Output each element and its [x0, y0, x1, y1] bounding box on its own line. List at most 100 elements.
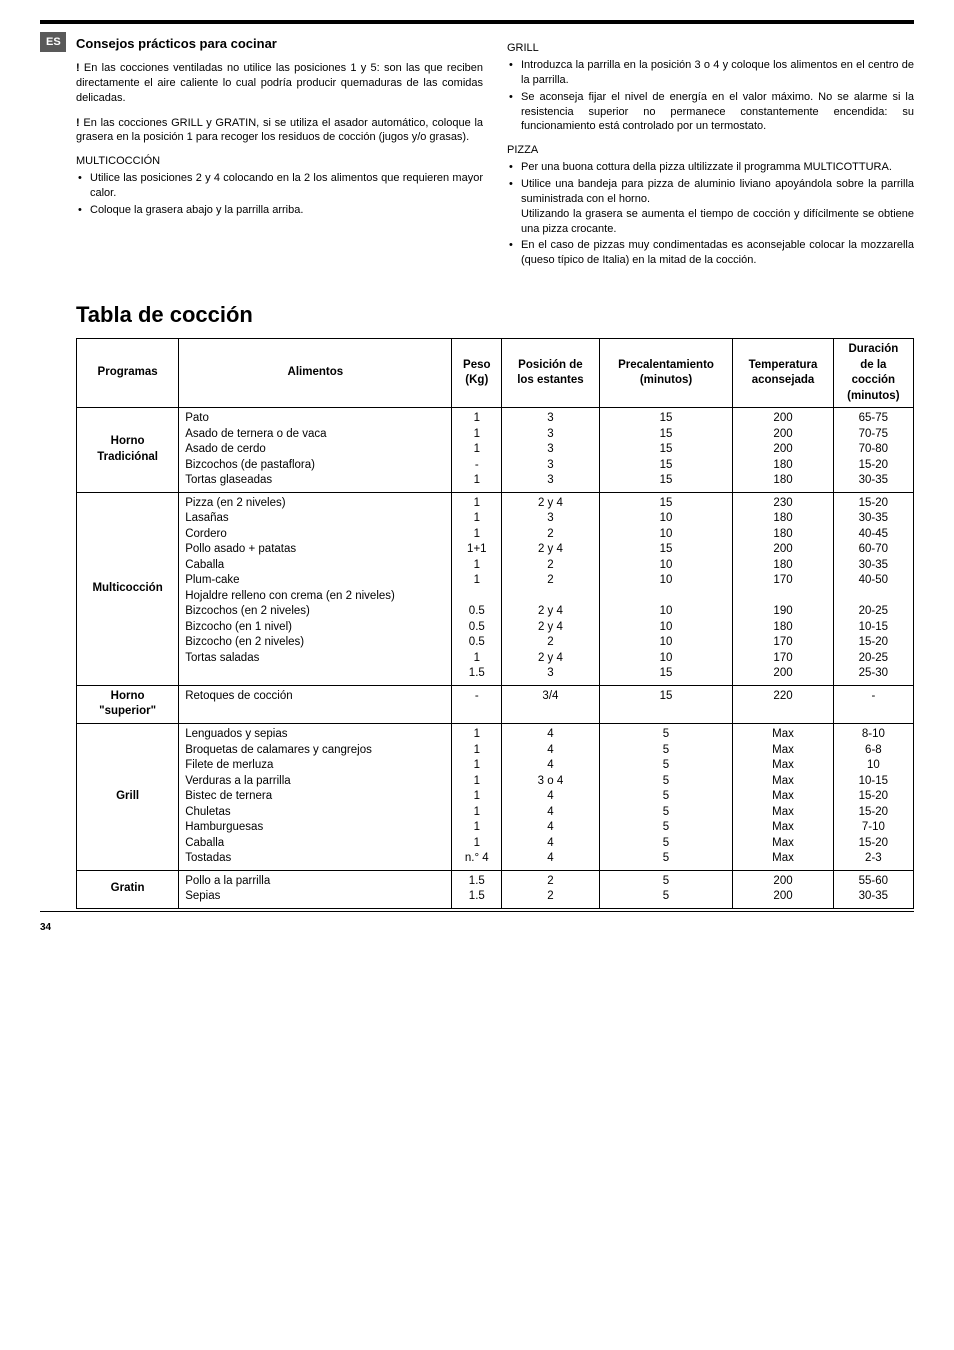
table-cell: Horno Tradiciónal	[77, 408, 179, 493]
table-row: Horno TradiciónalPato Asado de ternera o…	[77, 408, 914, 493]
table-cell: 230 180 180 200 180 170 190 180 170 170 …	[733, 492, 833, 685]
cell-text: Grill	[116, 790, 139, 802]
th-text: Alimentos	[288, 366, 344, 378]
warn-text-2: En las cocciones GRILL y GRATIN, si se u…	[76, 117, 483, 144]
table-cell: Gratin	[77, 870, 179, 908]
multicoccion-list: Utilice las posiciones 2 y 4 colocando e…	[76, 171, 483, 218]
list-item: Per una buona cottura della pizza ultili…	[507, 160, 914, 175]
list-item: Se aconseja fijar el nivel de energía en…	[507, 90, 914, 135]
left-column: Consejos prácticos para cocinar ! En las…	[76, 36, 483, 278]
th-pos: Posición de los estantes	[502, 339, 600, 408]
cell-text: 200 200 200 180 180	[773, 412, 792, 486]
cell-text: 65-75 70-75 70-80 15-20 30-35	[859, 412, 888, 486]
cell-text: 15 15 15 15 15	[660, 412, 673, 486]
cooking-table: Programas Alimentos Peso (Kg) Posición d…	[76, 338, 914, 909]
cell-text: 3/4	[542, 690, 558, 702]
table-row: Multicocción Pizza (en 2 niveles) Lasañas…	[77, 492, 914, 685]
section-title: Consejos prácticos para cocinar	[76, 36, 483, 51]
th-pre: Precalentamiento (minutos)	[599, 339, 733, 408]
th-text: Duración de la cocción (minutos)	[847, 343, 899, 402]
table-cell: Pizza (en 2 niveles) Lasañas Cordero Pol…	[179, 492, 452, 685]
warning-paragraph-1: ! En las cocciones ventiladas no utilice…	[76, 61, 483, 106]
cell-text: Pato Asado de ternera o de vaca Asado de…	[185, 412, 326, 486]
cell-text: Pollo a la parrilla Sepias	[185, 875, 270, 903]
table-cell: 1 1 1 - 1	[452, 408, 502, 493]
table-cell: Grill	[77, 723, 179, 870]
th-text: Programas	[98, 366, 158, 378]
table-cell: 2 2	[502, 870, 600, 908]
table-cell: 1 1 1 1+1 1 1 0.5 0.5 0.5 1 1.5	[452, 492, 502, 685]
table-cell: Multicocción	[77, 492, 179, 685]
cell-text: 2 y 4 3 2 2 y 4 2 2 2 y 4 2 y 4 2 2 y 4 …	[538, 497, 563, 680]
header-row: ES Consejos prácticos para cocinar ! En …	[40, 32, 914, 909]
cell-text: Lenguados y sepias Broquetas de calamare…	[185, 728, 372, 864]
page-number: 34	[40, 922, 914, 933]
cell-text: Pizza (en 2 niveles) Lasañas Cordero Pol…	[185, 497, 395, 664]
table-cell: -	[833, 685, 913, 723]
th-peso: Peso (Kg)	[452, 339, 502, 408]
cell-text: 1 1 1 1 1 1 1 1 n.° 4	[465, 728, 489, 864]
cell-text: -	[871, 690, 875, 702]
table-cell: 200 200	[733, 870, 833, 908]
list-item: Utilice una bandeja para pizza de alumin…	[507, 177, 914, 236]
grill-list: Introduzca la parrilla en la posición 3 …	[507, 58, 914, 134]
cell-text: 4 4 4 3 o 4 4 4 4 4 4	[538, 728, 564, 864]
list-item: Introduzca la parrilla en la posición 3 …	[507, 58, 914, 88]
cell-text: 230 180 180 200 180 170 190 180 170 170 …	[773, 497, 792, 680]
cell-text: 220	[773, 690, 792, 702]
table-cell: 5 5	[599, 870, 733, 908]
list-item: En el caso de pizzas muy condimentadas e…	[507, 238, 914, 268]
table-cell: 15	[599, 685, 733, 723]
table-cell: 55-60 30-35	[833, 870, 913, 908]
table-cell: Max Max Max Max Max Max Max Max Max	[733, 723, 833, 870]
language-badge: ES	[40, 32, 66, 52]
cell-text: 1 1 1 - 1	[474, 412, 480, 486]
table-cell: 3/4	[502, 685, 600, 723]
th-text: Temperatura aconsejada	[749, 359, 818, 387]
th-temp: Temperatura aconsejada	[733, 339, 833, 408]
cell-text: -	[475, 690, 479, 702]
table-cell: 8-10 6-8 10 10-15 15-20 15-20 7-10 15-20…	[833, 723, 913, 870]
subhead-multicoccion: MULTICOCCIÓN	[76, 155, 483, 167]
cell-text: 5 5 5 5 5 5 5 5 5	[663, 728, 669, 864]
cell-text: 2 2	[547, 875, 553, 903]
table-header-row: Programas Alimentos Peso (Kg) Posición d…	[77, 339, 914, 408]
table-row: Grill Lenguados y sepias Broquetas de cal…	[77, 723, 914, 870]
table-cell: Pato Asado de ternera o de vaca Asado de…	[179, 408, 452, 493]
table-cell: 3 3 3 3 3	[502, 408, 600, 493]
table-cell: 1.5 1.5	[452, 870, 502, 908]
table-body: Horno TradiciónalPato Asado de ternera o…	[77, 408, 914, 908]
cell-text: Retoques de cocción	[185, 690, 292, 702]
th-alimentos: Alimentos	[179, 339, 452, 408]
th-text: Precalentamiento (minutos)	[618, 359, 714, 387]
warning-paragraph-2: ! En las cocciones GRILL y GRATIN, si se…	[76, 116, 483, 146]
cell-text: 15	[660, 690, 673, 702]
two-column-section: Consejos prácticos para cocinar ! En las…	[76, 36, 914, 278]
table-cell: Lenguados y sepias Broquetas de calamare…	[179, 723, 452, 870]
th-programas: Programas	[77, 339, 179, 408]
table-cell: Horno "superior"	[77, 685, 179, 723]
table-cell: 15 10 10 15 10 10 10 10 10 10 15	[599, 492, 733, 685]
table-row: Horno "superior" Retoques de cocción - 3/4 1…	[77, 685, 914, 723]
cell-text: Multicocción	[92, 582, 162, 594]
table-cell: 65-75 70-75 70-80 15-20 30-35	[833, 408, 913, 493]
table-cell: 2 y 4 3 2 2 y 4 2 2 2 y 4 2 y 4 2 2 y 4 …	[502, 492, 600, 685]
right-column: GRILL Introduzca la parrilla en la posic…	[507, 36, 914, 278]
table-title: Tabla de cocción	[76, 302, 914, 328]
top-rule	[40, 20, 914, 24]
table-cell: 4 4 4 3 o 4 4 4 4 4 4	[502, 723, 600, 870]
cell-text: 15 10 10 15 10 10 10 10 10 10 15	[660, 497, 673, 680]
subhead-grill: GRILL	[507, 42, 914, 54]
cell-text: 8-10 6-8 10 10-15 15-20 15-20 7-10 15-20…	[859, 728, 888, 864]
badge-column: ES	[40, 32, 76, 52]
table-row: GratinPollo a la parrilla Sepias 1.5 1.5 2…	[77, 870, 914, 908]
table-cell: Pollo a la parrilla Sepias	[179, 870, 452, 908]
warn-text-1: En las cocciones ventiladas no utilice l…	[76, 62, 483, 104]
cell-text: 1 1 1 1+1 1 1 0.5 0.5 0.5 1 1.5	[467, 497, 487, 680]
th-text: Peso (Kg)	[463, 359, 491, 387]
cell-text: 55-60 30-35	[859, 875, 888, 903]
table-cell: 200 200 200 180 180	[733, 408, 833, 493]
table-cell: 15-20 30-35 40-45 60-70 30-35 40-50 20-2…	[833, 492, 913, 685]
table-cell: 15 15 15 15 15	[599, 408, 733, 493]
list-item: Utilice las posiciones 2 y 4 colocando e…	[76, 171, 483, 201]
